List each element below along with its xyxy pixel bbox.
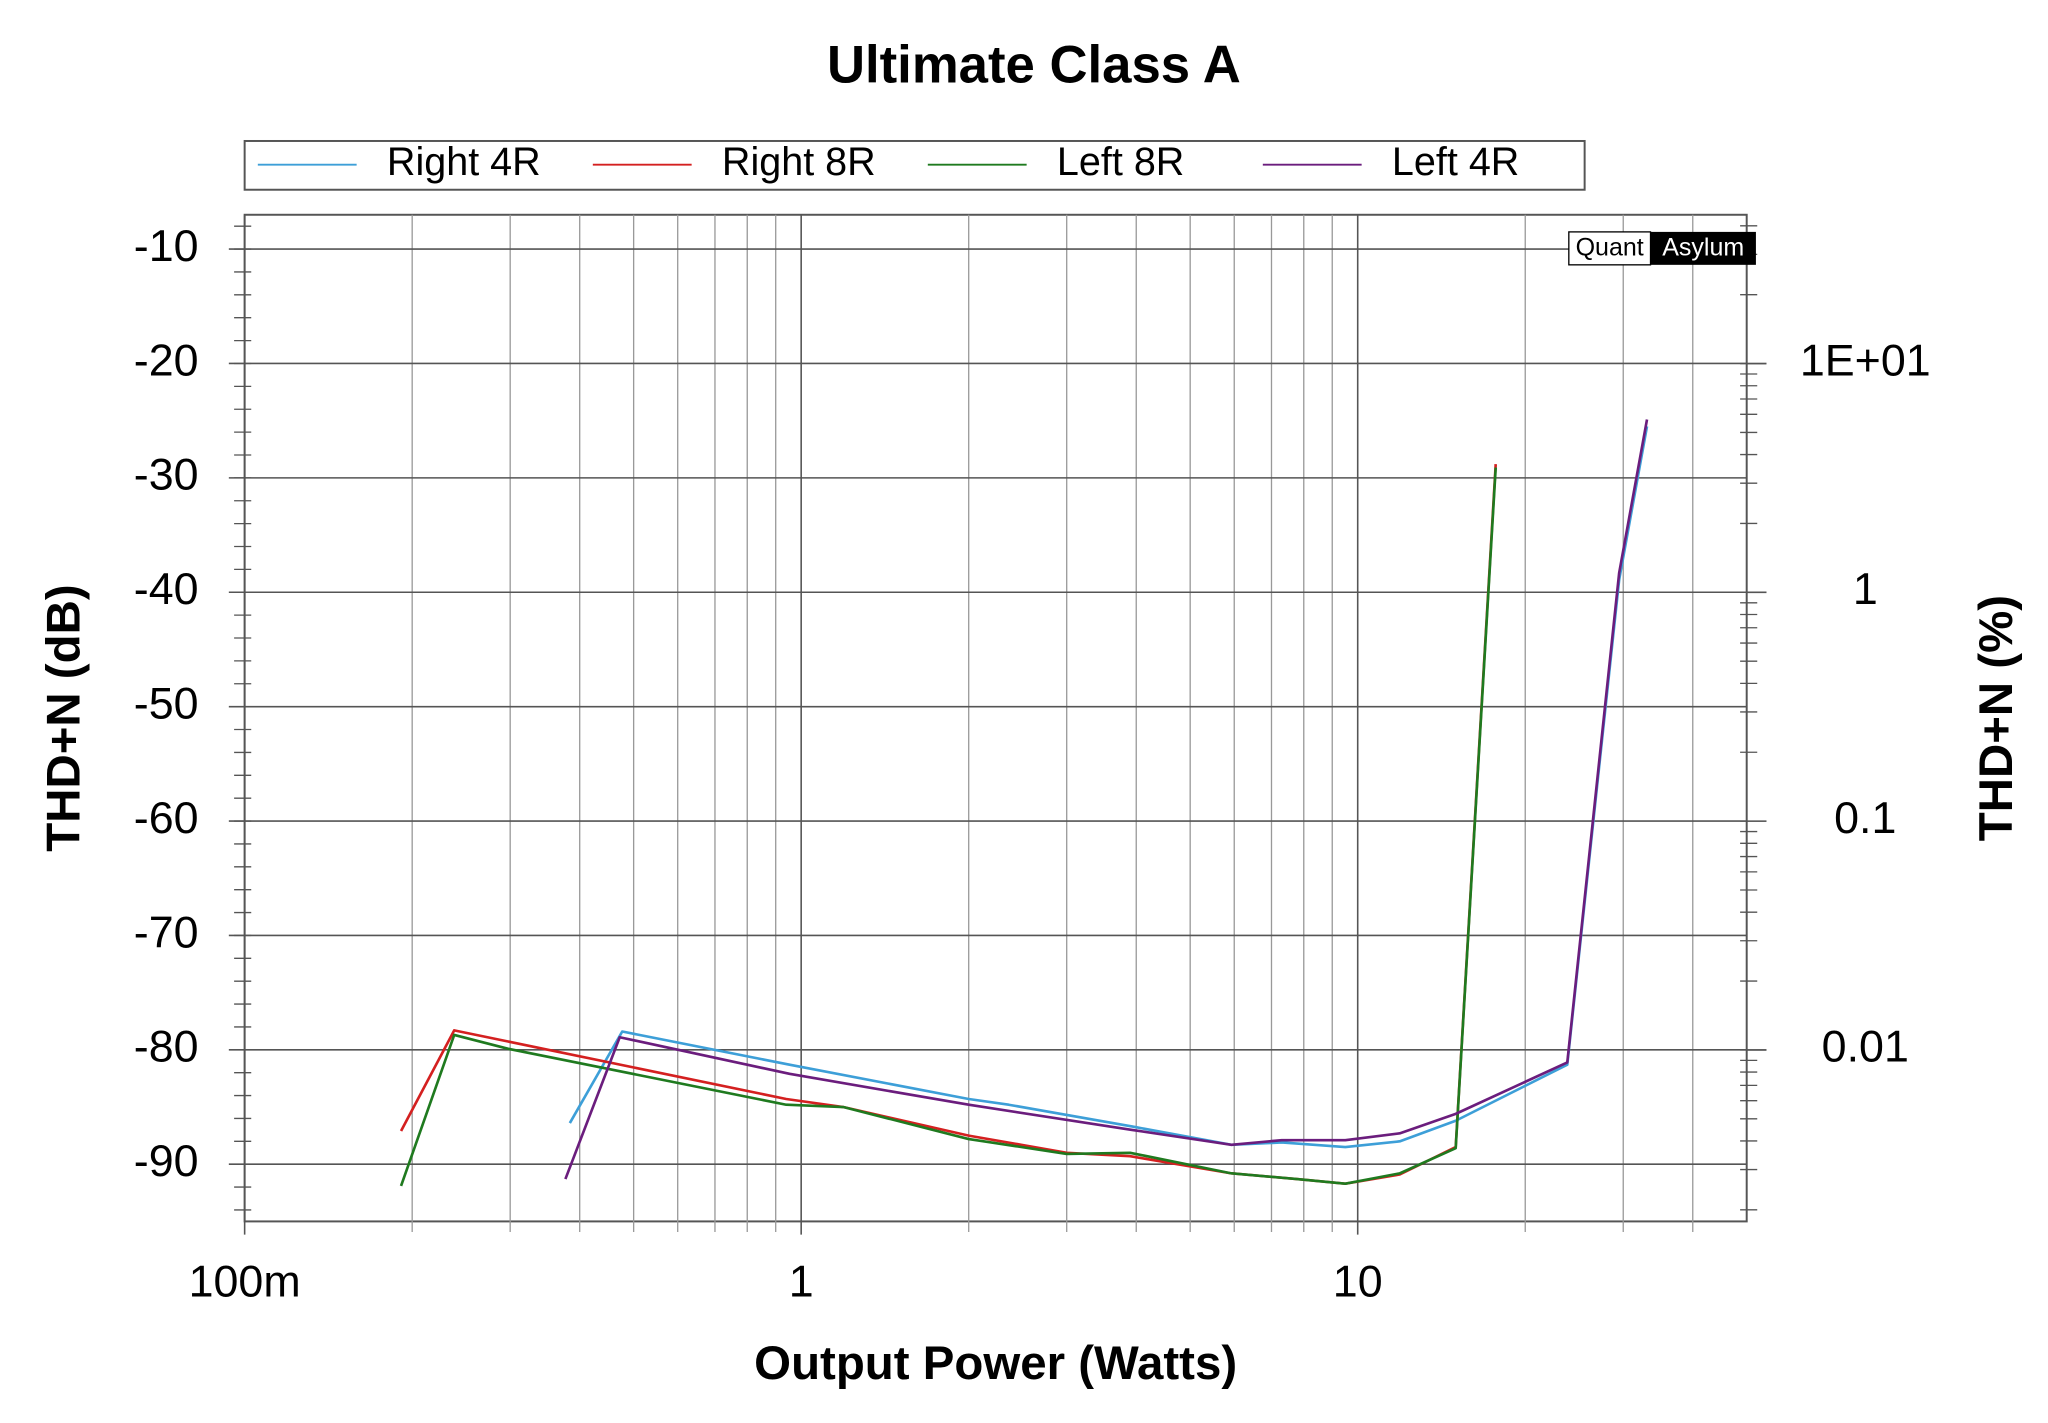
y-tick-label: -10	[134, 221, 199, 271]
x-tick-label: 100m	[189, 1256, 301, 1306]
y-axis-label: THD+N (dB)	[37, 584, 90, 851]
y2-tick-label: 1	[1853, 564, 1878, 614]
plot-area	[228, 213, 1767, 1235]
x-tick-label: 10	[1333, 1256, 1383, 1306]
y-tick-label: -80	[134, 1022, 199, 1072]
watermark-text: Quant	[1576, 234, 1644, 262]
legend-label: Left 8R	[1057, 140, 1184, 184]
chart-title: Ultimate Class A	[827, 35, 1241, 94]
series-line	[399, 467, 1498, 1187]
x-axis-label: Output Power (Watts)	[754, 1337, 1237, 1390]
y2-tick-label: 0.1	[1834, 793, 1896, 843]
y-tick-label: -50	[134, 678, 199, 728]
x-tick-label: 1	[789, 1256, 814, 1306]
y-tick-label: -20	[134, 335, 199, 385]
y-tick-label: -60	[134, 793, 199, 843]
y2-tick-label: 1E+01	[1800, 335, 1931, 385]
y-tick-label: -70	[134, 907, 199, 957]
legend-label: Left 4R	[1392, 140, 1519, 184]
watermark-box	[1650, 231, 1756, 265]
y-tick-label: -30	[134, 450, 199, 500]
watermark-box	[1568, 231, 1652, 266]
legend-label: Right 4R	[387, 140, 541, 184]
y-tick-label: -40	[134, 564, 199, 614]
y-tick-label: -90	[134, 1136, 199, 1186]
watermark-text: Asylum	[1662, 234, 1744, 262]
series-line	[564, 419, 1649, 1180]
y2-tick-label: 0.01	[1822, 1022, 1909, 1072]
legend-label: Right 8R	[722, 140, 876, 184]
y2-axis-label: THD+N (%)	[1970, 595, 2023, 841]
